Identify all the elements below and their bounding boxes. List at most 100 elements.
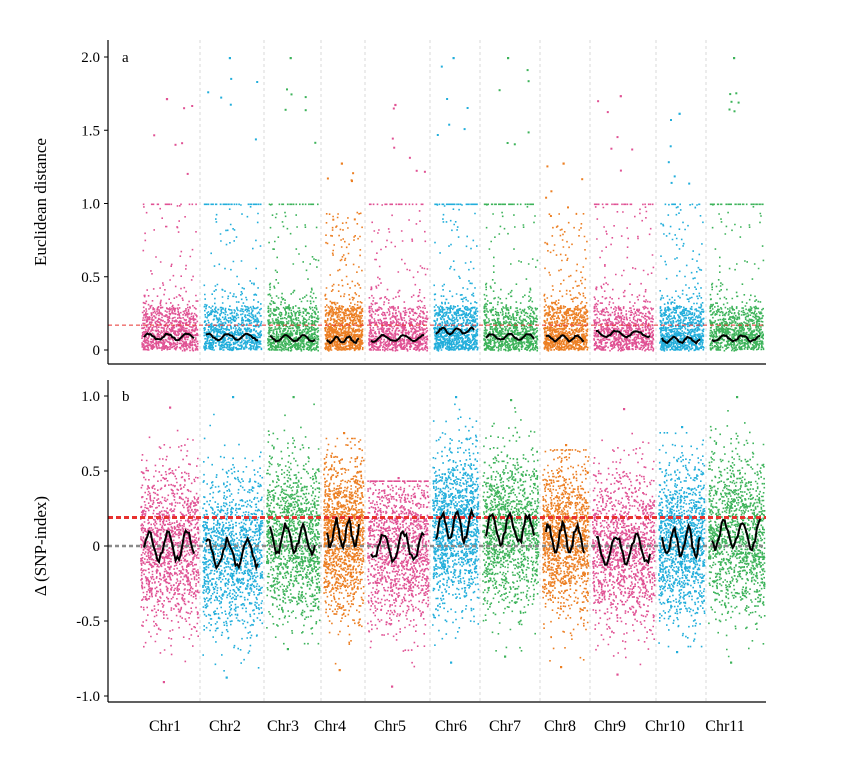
peak-point	[228, 57, 231, 60]
low-point	[162, 681, 165, 684]
outlier-point	[174, 143, 177, 146]
chromosome-label-chr3: Chr3	[267, 718, 299, 735]
point-cluster-chr5	[367, 480, 430, 668]
outlier-point	[527, 131, 530, 134]
outlier-point	[545, 196, 548, 199]
outlier-point	[669, 145, 672, 148]
outlier-point	[616, 136, 619, 139]
trend-line-chr1	[143, 528, 195, 565]
low-point	[225, 676, 228, 679]
peak-point	[623, 408, 626, 411]
chromosome-label-chr10: Chr10	[645, 718, 685, 735]
chromosome-label-chr11: Chr11	[705, 718, 744, 735]
peak-point	[619, 95, 622, 98]
trend-line-chr3	[269, 333, 316, 343]
outlier-point	[506, 142, 509, 144]
outlier-point	[610, 147, 613, 150]
chromosome-label-chr7: Chr7	[489, 718, 521, 735]
point-cluster-chr7	[482, 407, 540, 652]
low-point	[504, 655, 507, 658]
trend-line-chr4	[326, 335, 360, 345]
trend-line-chr11	[711, 518, 761, 552]
panel-b-trend-lines	[143, 507, 761, 571]
point-cluster-chr10	[659, 203, 705, 352]
outlier-point	[207, 91, 210, 94]
peak-point	[736, 396, 739, 399]
outlier-point	[549, 215, 552, 217]
chromosome-label-chr1: Chr1	[149, 718, 181, 735]
low-point	[676, 651, 679, 654]
point-cluster-chr8	[542, 449, 590, 662]
peak-point	[562, 162, 565, 165]
low-point	[616, 673, 619, 676]
outlier-point	[290, 93, 293, 96]
peak-point	[292, 396, 295, 399]
outlier-point	[567, 206, 569, 209]
point-cluster-chr6	[432, 403, 480, 646]
peak-point	[678, 112, 681, 115]
point-cluster-chr2	[202, 413, 264, 672]
panel-a-chromosome-separators	[199, 40, 707, 364]
peak-point	[733, 57, 736, 60]
outlier-point	[688, 182, 691, 185]
trend-line-chr10	[661, 522, 701, 560]
peak-point	[169, 406, 172, 409]
point-cluster-chr9	[592, 432, 656, 666]
outlier-point	[304, 109, 307, 112]
outlier-point	[631, 148, 634, 151]
outlier-point	[550, 190, 553, 193]
outlier-point	[730, 100, 733, 103]
panel-a-letter: a	[122, 50, 129, 66]
low-point	[450, 661, 453, 664]
low-point	[286, 648, 289, 651]
outlier-point	[304, 96, 307, 99]
trend-line-chr5	[370, 529, 425, 564]
peak-point	[681, 426, 684, 429]
outlier-point	[526, 69, 529, 72]
trend-line-chr3	[269, 521, 316, 558]
trend-line-chr2	[205, 535, 259, 571]
outlier-point	[183, 107, 186, 110]
outlier-point	[220, 96, 223, 99]
trend-line-chr8	[545, 519, 585, 554]
y-tick-label: -1.0	[76, 689, 100, 705]
chromosome-label-chr6: Chr6	[435, 718, 467, 735]
y-tick-label: 1.0	[81, 389, 100, 405]
panel-b-y-ticks: 1.0 0.5 0 -0.5 -1.0	[76, 389, 108, 705]
outlier-point	[391, 137, 394, 140]
outlier-point	[352, 172, 355, 175]
outlier-point	[670, 181, 673, 184]
outlier-point	[314, 141, 317, 144]
outlier-point	[415, 169, 418, 172]
panel-b-points	[140, 396, 766, 688]
panel-b-letter: b	[122, 389, 130, 405]
outlier-point	[286, 88, 288, 91]
y-tick-label: 0	[93, 539, 101, 555]
outlier-point	[606, 111, 609, 114]
outlier-point	[191, 105, 194, 107]
trend-line-chr2	[205, 332, 259, 342]
panel-a-trend-lines	[143, 326, 761, 345]
y-tick-label: 0.5	[81, 270, 100, 286]
trend-line-chr1	[143, 332, 195, 342]
trend-line-chr9	[596, 329, 651, 339]
trend-line-chr7	[485, 511, 535, 548]
peak-point	[565, 444, 568, 447]
outlier-point	[729, 93, 732, 96]
panel-b-snp-index: 1.0 0.5 0 -0.5 -1.0 b Δ (SNP-index)	[31, 380, 766, 705]
chromosome-label-chr2: Chr2	[209, 718, 241, 735]
y-tick-label: 0.5	[81, 464, 100, 480]
outlier-point	[733, 110, 736, 113]
outlier-point	[351, 180, 353, 183]
y-tick-label: 1.0	[81, 197, 100, 213]
chromosome-label-chr9: Chr9	[594, 718, 626, 735]
point-cluster-chr9	[593, 203, 655, 352]
point-cluster-chr3	[266, 403, 321, 645]
outlier-point	[186, 172, 189, 175]
peak-point	[289, 57, 292, 60]
panel-b-y-axis-label: Δ (SNP-index)	[31, 496, 50, 596]
low-point	[560, 666, 563, 669]
trend-line-chr8	[545, 334, 585, 343]
peak-point	[165, 98, 169, 101]
panel-a-points	[141, 57, 765, 352]
